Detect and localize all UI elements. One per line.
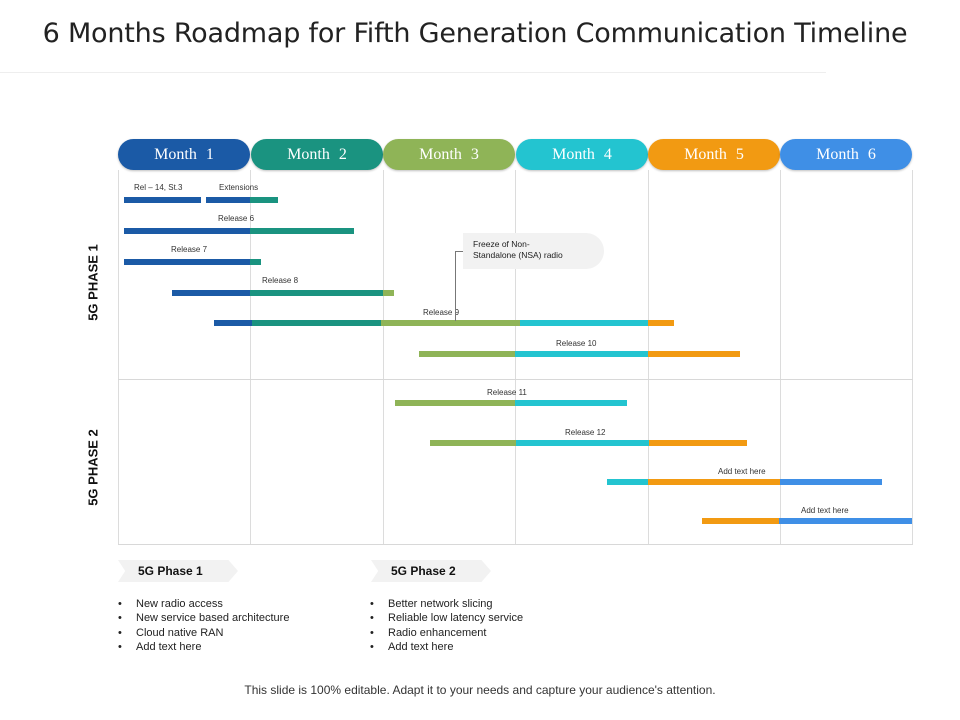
callout-line-2: Standalone (NSA) radio	[473, 250, 563, 260]
bar-label-release11: Release 11	[487, 388, 527, 397]
callout-connector	[455, 251, 456, 321]
list-item: Better network slicing	[370, 597, 523, 612]
month-6-header: Month 6	[780, 139, 912, 170]
bar-label-release7: Release 7	[171, 245, 208, 254]
bar-label-release10: Release 10	[556, 339, 597, 348]
bar-label-rel14: Rel – 14, St.3	[134, 183, 183, 192]
list-item: Radio enhancement	[370, 626, 523, 641]
month-4-header: Month 4	[516, 139, 648, 170]
callout-line-1: Freeze of Non-	[473, 239, 530, 249]
bar-release8	[172, 290, 394, 296]
bar-add-text-1	[607, 479, 882, 485]
page-title: 6 Months Roadmap for Fifth Generation Co…	[42, 18, 908, 49]
bar-release7	[124, 259, 261, 265]
bar-label-release9: Release 9	[423, 308, 460, 317]
bar-label-extensions: Extensions	[219, 183, 259, 192]
phase-2-bullet-list: Better network slicing Reliable low late…	[370, 597, 523, 654]
phase-1-summary-tag: 5G Phase 1	[118, 560, 238, 582]
bar-release12	[430, 440, 747, 446]
list-item: Reliable low latency service	[370, 611, 523, 626]
bar-release11	[395, 400, 627, 406]
list-item: Add text here	[118, 640, 289, 655]
phase-1-label: 5G PHASE 1	[85, 244, 101, 321]
bar-rel14	[124, 197, 201, 203]
timeline-grid	[118, 170, 913, 545]
bar-release10	[419, 351, 740, 357]
phase-2-summary-tag: 5G Phase 2	[371, 560, 491, 582]
bar-label-release6: Release 6	[218, 214, 255, 223]
list-item: New radio access	[118, 597, 289, 612]
list-item: Add text here	[370, 640, 523, 655]
list-item: New service based architecture	[118, 611, 289, 626]
bar-extensions	[206, 197, 278, 203]
list-item: Cloud native RAN	[118, 626, 289, 641]
phase-2-label: 5G PHASE 2	[85, 429, 101, 506]
month-5-header: Month 5	[648, 139, 780, 170]
month-1-header: Month 1	[118, 139, 250, 170]
month-2-header: Month 2	[251, 139, 383, 170]
bar-add-text-2	[702, 518, 912, 524]
footer-note: This slide is 100% editable. Adapt it to…	[244, 683, 716, 697]
phase-1-bullet-list: New radio access New service based archi…	[118, 597, 289, 654]
bar-release6	[124, 228, 354, 234]
bar-label-release8: Release 8	[262, 276, 299, 285]
month-3-header: Month 3	[383, 139, 515, 170]
bar-label-add-text-2: Add text here	[801, 506, 849, 515]
bar-label-release12: Release 12	[565, 428, 606, 437]
title-divider	[0, 72, 826, 73]
bar-release9	[214, 320, 674, 326]
callout-nsa-freeze: Freeze of Non- Standalone (NSA) radio	[463, 233, 604, 269]
callout-connector-tick	[455, 251, 463, 252]
bar-label-add-text-1: Add text here	[718, 467, 766, 476]
